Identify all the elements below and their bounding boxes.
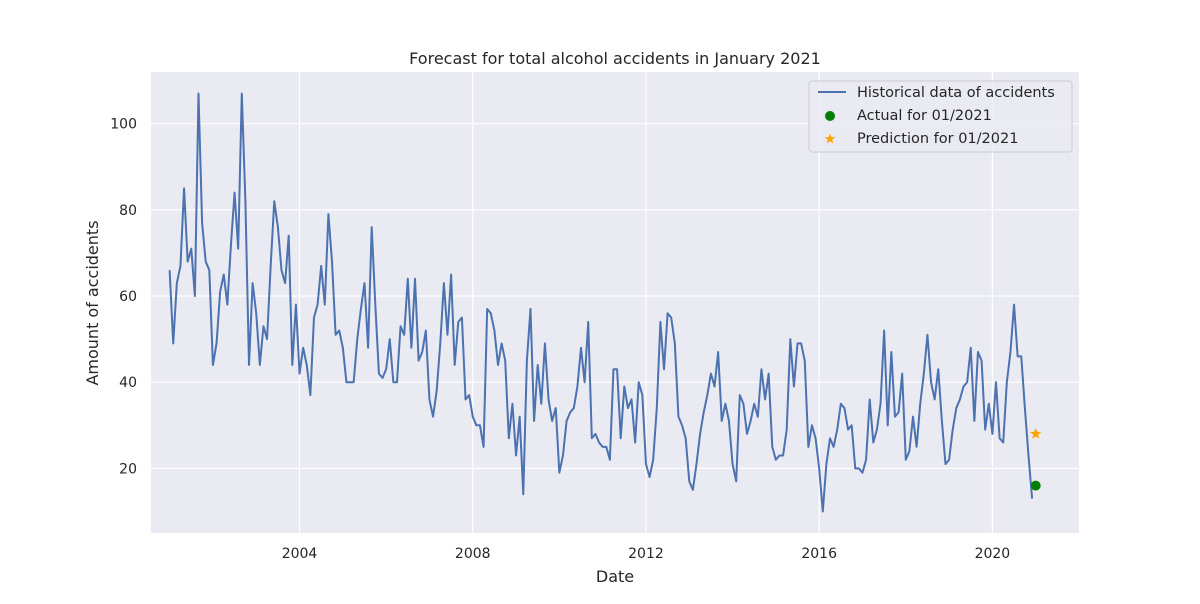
actual-point bbox=[1030, 480, 1041, 491]
x-tick-label: 2004 bbox=[282, 546, 318, 562]
legend-dot-swatch bbox=[825, 111, 835, 121]
x-tick-label: 2008 bbox=[455, 546, 491, 562]
legend-label-historical: Historical data of accidents bbox=[857, 85, 1055, 101]
prediction-star bbox=[1029, 427, 1042, 439]
chart-title: Forecast for total alcohol accidents in … bbox=[409, 49, 821, 68]
legend: Historical data of accidents Actual for … bbox=[808, 80, 1073, 153]
x-tick-label: 2012 bbox=[628, 546, 664, 562]
x-tick-label: 2020 bbox=[975, 546, 1011, 562]
y-tick-label: 100 bbox=[110, 117, 137, 133]
series-layer bbox=[168, 92, 1042, 513]
historical-accidents-line bbox=[168, 92, 1034, 513]
legend-label-prediction: Prediction for 01/2021 bbox=[857, 131, 1018, 147]
legend-label-actual: Actual for 01/2021 bbox=[857, 108, 992, 124]
legend-star-swatch bbox=[824, 133, 836, 144]
x-tick-label: 2016 bbox=[801, 546, 837, 562]
y-axis-label: Amount of accidents bbox=[83, 220, 102, 385]
legend-box bbox=[808, 80, 1073, 153]
y-tick-label: 80 bbox=[119, 203, 137, 219]
x-axis-label: Date bbox=[596, 567, 634, 586]
y-tick-label: 60 bbox=[119, 289, 137, 305]
y-tick-label: 40 bbox=[119, 375, 137, 391]
y-tick-label: 20 bbox=[119, 461, 137, 477]
